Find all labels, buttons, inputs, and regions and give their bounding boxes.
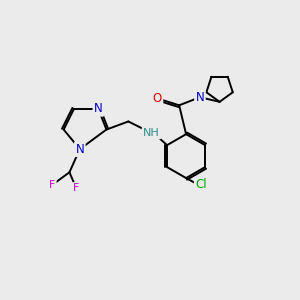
- Text: N: N: [76, 143, 84, 156]
- Text: N: N: [94, 102, 103, 115]
- Text: O: O: [153, 92, 162, 105]
- Text: F: F: [49, 180, 55, 190]
- Text: NH: NH: [143, 128, 160, 138]
- Text: Cl: Cl: [195, 178, 207, 191]
- Text: N: N: [196, 91, 204, 104]
- Text: F: F: [73, 184, 80, 194]
